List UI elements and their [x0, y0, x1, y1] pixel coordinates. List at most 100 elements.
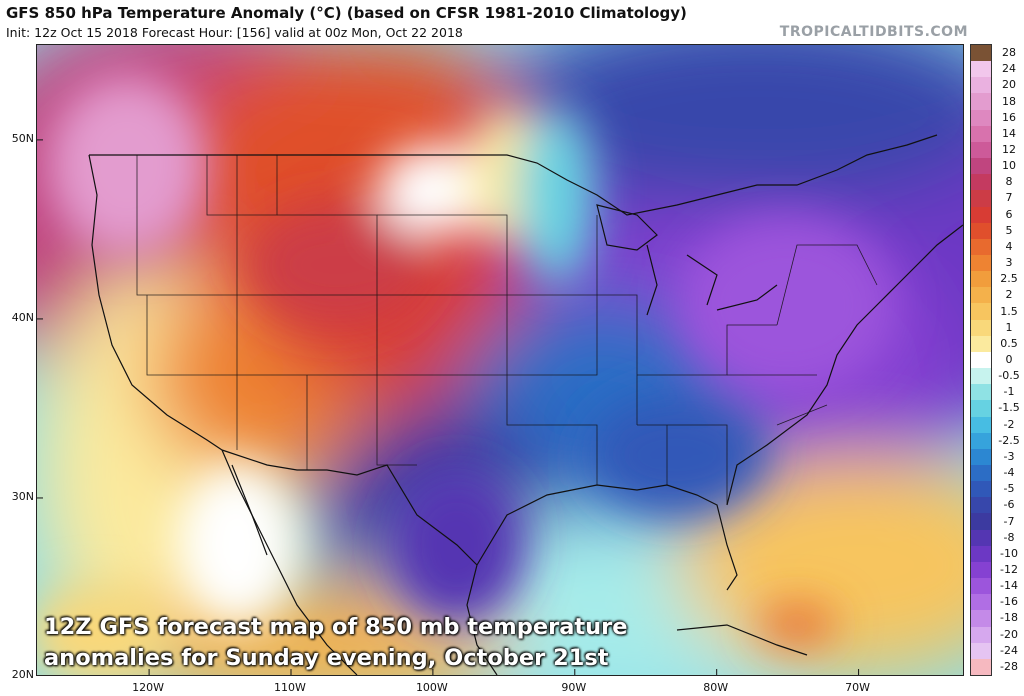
- colorbar-label: 12: [1002, 143, 1016, 156]
- colorbar-label: -3: [1003, 449, 1015, 463]
- state-borders: [136, 155, 878, 505]
- colorbar-swatch: [971, 594, 991, 611]
- colorbar-swatch: [971, 545, 991, 563]
- forecast-init-valid-line: Init: 12z Oct 15 2018 Forecast Hour: [15…: [6, 25, 463, 40]
- colorbar-swatch: [971, 497, 991, 514]
- colorbar-label: -7: [1003, 514, 1015, 528]
- longitude-label: 110W: [274, 681, 306, 694]
- longitude-label: 100W: [415, 681, 448, 694]
- colorbar-swatch: [971, 513, 991, 531]
- colorbar-label: 1: [1005, 320, 1013, 334]
- colorbar-label: -6: [1003, 498, 1015, 512]
- colorbar-label: -16: [1000, 595, 1018, 609]
- lake-michigan: [646, 244, 658, 316]
- colorbar-swatch: [971, 190, 991, 208]
- colorbar-swatch: [971, 384, 991, 401]
- colorbar-swatch: [971, 481, 991, 498]
- colorbar-label: 8: [1005, 175, 1013, 189]
- colorbar-label: 0.5: [1000, 336, 1018, 350]
- colorbar-label: -5: [1003, 482, 1015, 496]
- map-title: GFS 850 hPa Temperature Anomaly (°C) (ba…: [6, 4, 687, 22]
- longitude-label: 90W: [561, 681, 587, 694]
- source-watermark: TROPICALTIDBITS.COM: [779, 24, 968, 40]
- colorbar-label: -2: [1003, 417, 1015, 431]
- longitude-label: 70W: [845, 681, 870, 694]
- colorbar-label: -12: [1000, 563, 1018, 576]
- longitude-label: 80W: [703, 681, 729, 694]
- colorbar-swatch: [971, 206, 991, 224]
- colorbar-label: -18: [1000, 611, 1018, 625]
- colorbar-swatch: [971, 351, 991, 369]
- us-canada-border: [89, 134, 938, 216]
- colorbar-label: -4: [1003, 466, 1015, 480]
- map-ticks: [37, 139, 860, 675]
- east-coast: [726, 224, 963, 506]
- colorbar-label: 4: [1005, 239, 1013, 253]
- colorbar-label: 2: [1005, 288, 1013, 302]
- colorbar-label: 20: [1002, 78, 1016, 92]
- colorbar-swatch: [971, 465, 991, 482]
- colorbar-swatch: [971, 93, 991, 111]
- colorbar-swatch: [971, 610, 991, 628]
- colorbar-swatch: [971, 642, 991, 660]
- colorbar-swatch: [971, 125, 991, 143]
- colorbar-label: 24: [1002, 62, 1016, 76]
- colorbar-swatch: [971, 529, 991, 547]
- temperature-anomaly-map[interactable]: [36, 44, 964, 676]
- us-mexico-border: [221, 449, 478, 566]
- longitude-label: 120W: [132, 681, 165, 694]
- colorbar-label: 1.5: [1000, 304, 1018, 318]
- colorbar-swatch: [971, 77, 991, 94]
- colorbar-swatch: [971, 174, 991, 191]
- lake-erie-ontario: [716, 284, 778, 311]
- map-canvas: [37, 45, 963, 675]
- colorbar-swatch: [971, 368, 991, 385]
- colorbar-swatch: [971, 222, 991, 240]
- colorbar-label: -2.5: [998, 433, 1020, 447]
- colorbar-label: -1.5: [998, 401, 1020, 415]
- colorbar-swatch: [971, 319, 991, 337]
- colorbar-label: 28: [1002, 46, 1016, 60]
- colorbar-label: 18: [1002, 94, 1016, 108]
- colorbar-swatch: [971, 658, 991, 676]
- colorbar-label: 0: [1005, 353, 1013, 366]
- baja-peninsula: [231, 464, 268, 556]
- colorbar-label: 2.5: [1000, 272, 1018, 286]
- colorbar-swatch: [971, 45, 991, 62]
- colorbar-swatch: [971, 432, 991, 450]
- colorbar-label: -0.5: [998, 369, 1020, 383]
- colorbar-label: -28: [1000, 659, 1018, 673]
- colorbar-swatch: [971, 416, 991, 434]
- colorbar-swatch: [971, 109, 991, 127]
- colorbar-swatch: [971, 287, 991, 304]
- lake-superior: [596, 204, 658, 251]
- anomaly-field-detail: [37, 75, 897, 675]
- colorbar-swatch: [971, 238, 991, 256]
- coastlines-borders: [88, 134, 963, 675]
- colorbar-swatch: [971, 626, 991, 644]
- mexico-gulf-coast: [466, 564, 498, 675]
- map-caption: 12Z GFS forecast map of 850 mb temperatu…: [44, 612, 628, 674]
- caption-line-2: anomalies for Sunday evening, October 21…: [44, 645, 609, 671]
- colorbar-label: -1: [1003, 385, 1015, 399]
- colorbar-label: 5: [1005, 223, 1013, 237]
- colorbar-label: -8: [1003, 530, 1015, 544]
- latitude-label: 40N: [11, 310, 34, 324]
- colorbar-label: -24: [1000, 643, 1018, 657]
- colorbar-label: 16: [1002, 110, 1016, 124]
- colorbar-swatch: [971, 303, 991, 321]
- cuba-outline: [676, 624, 808, 656]
- anomaly-colorbar: [970, 44, 992, 676]
- latitude-label: 30N: [11, 489, 34, 503]
- colorbar-swatch: [971, 271, 991, 288]
- caption-line-1: 12Z GFS forecast map of 850 mb temperatu…: [44, 614, 628, 640]
- colorbar-label: 3: [1005, 256, 1013, 270]
- colorbar-label: 14: [1002, 126, 1016, 140]
- colorbar-label: -10: [1000, 546, 1018, 560]
- latitude-label: 20N: [11, 668, 34, 681]
- colorbar-label: 6: [1005, 207, 1013, 221]
- west-coast: [88, 154, 223, 451]
- colorbar-swatch: [971, 400, 991, 418]
- colorbar-swatch: [971, 61, 991, 78]
- colorbar-swatch: [971, 141, 991, 159]
